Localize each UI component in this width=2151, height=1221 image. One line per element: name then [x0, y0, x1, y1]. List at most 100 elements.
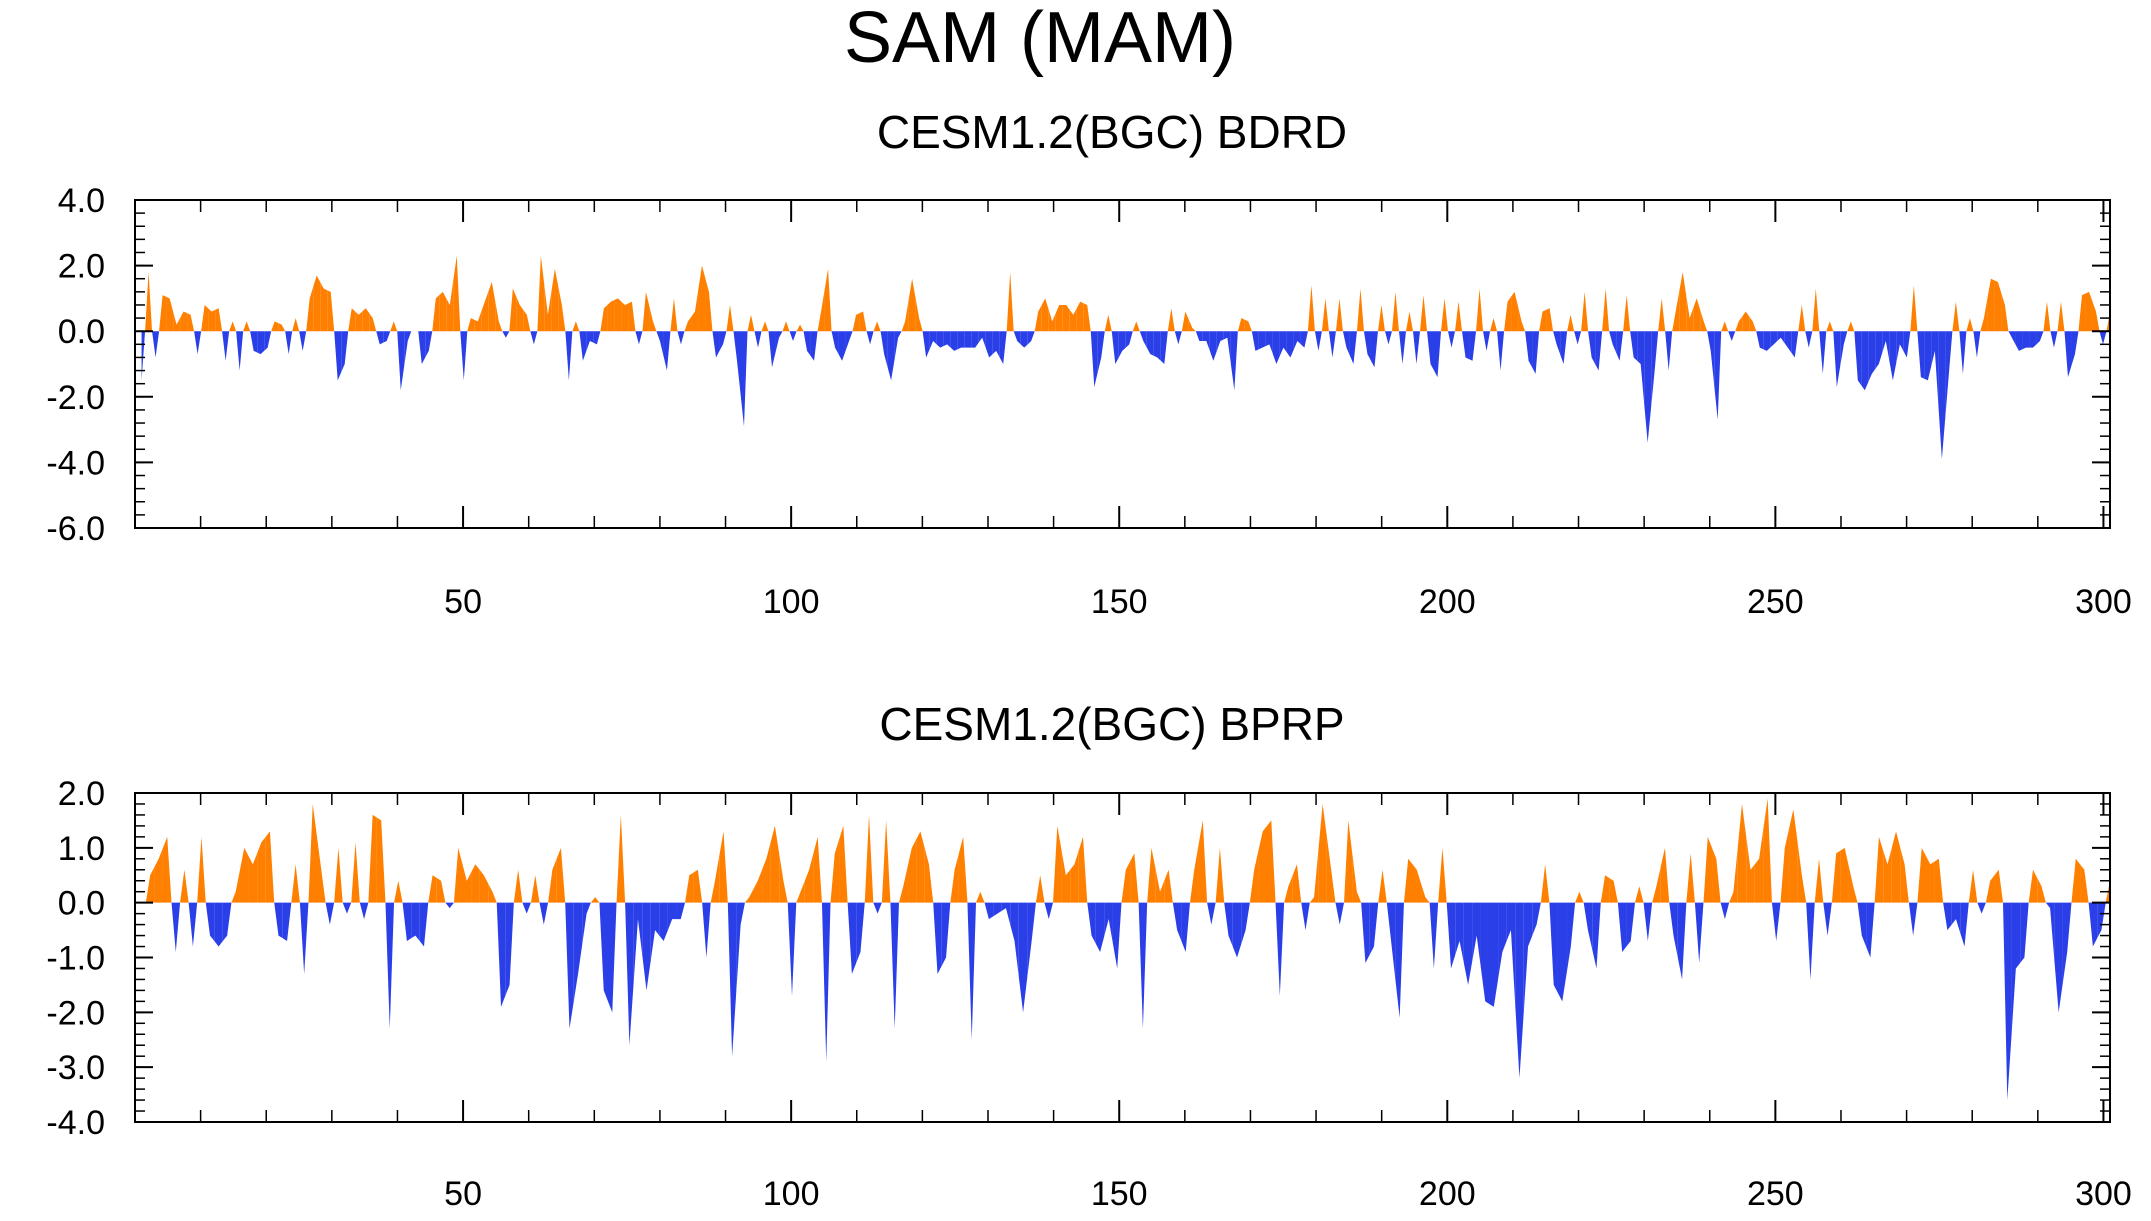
area-point-159 [1498, 902, 1507, 980]
area-point-27 [327, 290, 335, 332]
area-point-246 [1861, 331, 1869, 391]
area-point-86 [873, 902, 882, 914]
area-point-177 [1377, 304, 1385, 332]
area-point-98 [824, 268, 832, 332]
area-point-8 [205, 902, 215, 942]
area-point-10 [208, 308, 216, 332]
area-point-107 [1053, 825, 1062, 903]
area-point-61 [659, 902, 668, 942]
area-point-116 [1130, 853, 1139, 903]
area-point-118 [964, 331, 972, 348]
area-point-126 [1215, 847, 1225, 903]
area-point-157 [1237, 318, 1245, 332]
area-point-231 [1756, 331, 1764, 350]
area-point-43 [439, 291, 447, 332]
area-point-143 [1361, 902, 1370, 963]
area-point-195 [1504, 296, 1512, 332]
area-point-145 [1153, 331, 1161, 361]
area-point-220 [1679, 272, 1687, 332]
area-point-261 [1966, 318, 1974, 332]
area-point-97 [817, 290, 825, 332]
area-point-274 [2057, 301, 2065, 332]
area-point-88 [890, 902, 899, 1029]
area-point-24 [306, 286, 314, 332]
area-point-212 [1623, 295, 1631, 332]
area-point-111 [915, 298, 923, 332]
area-point-120 [1164, 869, 1173, 903]
area-point-181 [1686, 853, 1695, 903]
area-point-71 [744, 888, 754, 903]
area-point-26 [320, 282, 328, 332]
area-point-118 [1147, 847, 1156, 903]
area-point-101 [845, 331, 853, 351]
area-point-82 [712, 331, 720, 358]
area-point-2 [152, 331, 160, 358]
area-point-20 [308, 803, 318, 903]
area-point-123 [999, 331, 1007, 364]
x-tick-label: 200 [1419, 1175, 1476, 1213]
area-point-110 [908, 278, 916, 332]
area-point-193 [1490, 318, 1498, 332]
area-point-154 [1216, 331, 1224, 351]
area-point-185 [1434, 331, 1442, 378]
area-point-153 [1209, 331, 1217, 361]
area-point-99 [984, 902, 994, 920]
figure-title: SAM (MAM) [844, 0, 1236, 78]
area-point-122 [1181, 902, 1190, 953]
area-point-195 [1806, 902, 1815, 980]
area-point-173 [1349, 331, 1357, 364]
area-point-197 [1823, 902, 1832, 936]
area-point-229 [1742, 311, 1750, 332]
area-point-94 [796, 324, 804, 332]
area-point-95 [803, 331, 811, 356]
area-point-104 [1027, 902, 1036, 977]
area-point-38 [404, 331, 412, 366]
area-point-208 [1595, 331, 1603, 371]
area-point-15 [265, 831, 275, 903]
area-point-182 [1694, 902, 1704, 963]
area-point-25 [351, 842, 360, 903]
area-point-114 [936, 331, 944, 348]
y-tick-label: -4.0 [46, 444, 105, 482]
area-point-170 [1328, 331, 1336, 358]
area-point-23 [334, 847, 343, 903]
area-point-54 [516, 296, 524, 332]
area-point-68 [719, 831, 728, 903]
area-point-102 [852, 313, 860, 332]
area-point-79 [691, 288, 699, 332]
area-point-98 [976, 891, 985, 903]
area-point-64 [586, 331, 594, 351]
area-point-104 [866, 331, 874, 345]
area-point-219 [2011, 902, 2021, 1035]
area-point-159 [1251, 331, 1259, 351]
area-point-155 [1463, 902, 1473, 985]
area-point-80 [821, 902, 831, 1062]
area-point-13 [229, 321, 237, 332]
area-point-221 [2028, 869, 2038, 903]
area-point-96 [958, 836, 968, 903]
x-tick-label: 150 [1091, 583, 1148, 621]
area-point-77 [677, 331, 685, 345]
area-point-251 [1896, 331, 1904, 363]
area-point-198 [1831, 850, 1841, 903]
area-point-154 [1455, 902, 1464, 963]
area-point-124 [1006, 272, 1014, 332]
area-point-90 [907, 839, 917, 903]
area-point-162 [1272, 331, 1280, 364]
area-point-197 [1518, 306, 1526, 332]
area-point-55 [523, 309, 531, 332]
area-point-211 [1616, 331, 1624, 361]
area-point-31 [355, 311, 363, 332]
area-point-225 [2062, 902, 2072, 983]
area-point-78 [804, 853, 814, 903]
area-point-141 [1344, 820, 1353, 903]
area-point-227 [2080, 864, 2089, 903]
area-point-39 [471, 864, 480, 903]
area-point-45 [522, 902, 531, 914]
area-point-227 [1728, 331, 1736, 342]
area-point-140 [1335, 902, 1345, 925]
area-point-169 [1583, 902, 1593, 950]
area-point-135 [1292, 864, 1302, 903]
area-point-162 [1523, 902, 1533, 1013]
area-point-35 [436, 877, 446, 903]
